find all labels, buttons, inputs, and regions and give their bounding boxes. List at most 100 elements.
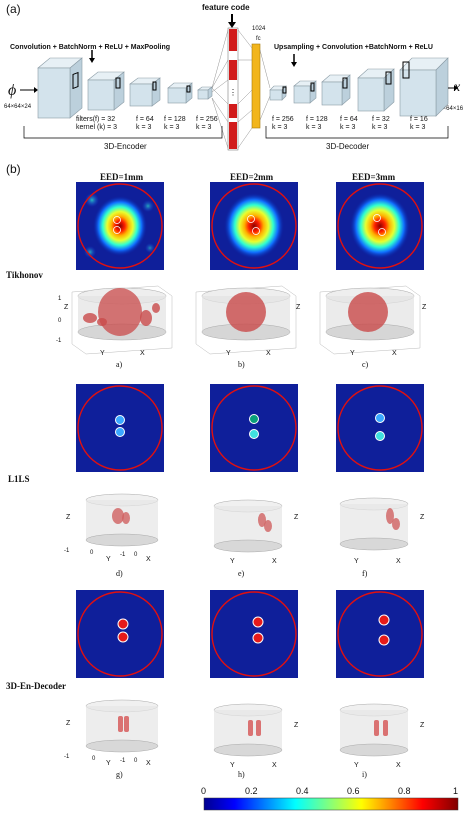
y-tick-mid-d: 0 [90, 550, 94, 556]
axis-z-label-e: Z [294, 514, 299, 521]
colorbar-tick-0.4: 0.4 [296, 786, 309, 796]
axis-z-label-a: Z [64, 304, 69, 311]
axis-z-label-g: Z [66, 720, 71, 727]
decoder-kernel-label-2: k = 3 [306, 124, 322, 131]
feature-code-label: feature code [202, 3, 250, 12]
eed-header-1: EED=1mm [100, 172, 144, 182]
feature-code-vector: ⋮ [227, 27, 239, 151]
panel-b-label: (b) [6, 162, 21, 176]
sublabel-i: i) [362, 770, 367, 779]
decoder-filter-2: f = 128 [306, 116, 328, 123]
output-dims: 64×64×16 [436, 106, 464, 112]
encoder-filter-3: f = 128 [164, 116, 186, 123]
axis-x-label-f: X [396, 558, 401, 565]
encoder-kernel-2 [115, 77, 121, 89]
axis-z-label-f: Z [420, 514, 425, 521]
colorbar-tick-1: 1 [453, 786, 459, 796]
x-tick-left-d: -1 [120, 552, 126, 558]
encoder-header: Convolution + BatchNorm + ReLU + MaxPool… [10, 44, 171, 51]
l1ls-3d-1 [85, 493, 159, 547]
sublabel-d: d) [116, 569, 123, 578]
colorbar-tick-0.8: 0.8 [398, 786, 411, 796]
colorbar-tick-0.6: 0.6 [347, 786, 360, 796]
endecoder-3d-2 [213, 703, 283, 757]
axis-z-label-h: Z [294, 722, 299, 729]
sublabel-f: f) [362, 569, 368, 578]
l1ls-map-1 [76, 384, 164, 472]
l1ls-3d-3 [339, 497, 409, 551]
panel-a-label: (a) [6, 2, 21, 16]
decoder-filter-3: f = 64 [340, 116, 358, 123]
y-tick-mid-g: 0 [92, 756, 96, 762]
encoder-cube-5 [197, 86, 213, 100]
decoder-kernel-label-1: k = 3 [272, 124, 288, 131]
axis-x-label-i: X [396, 762, 401, 769]
fc-size-label: 1024 [252, 26, 266, 32]
encoder-kernel-label-2: k = 3 [136, 124, 152, 131]
eed-header-2: EED=2mm [230, 172, 274, 182]
axis-y-label-g: Y [106, 760, 111, 767]
endecoder-map-2 [210, 590, 298, 678]
decoder-cube-4 [357, 68, 395, 112]
endecoder-map-1 [76, 590, 164, 678]
axis-x-label-h: X [272, 762, 277, 769]
eed-header-3: EED=3mm [352, 172, 396, 182]
axis-x-label-e: X [272, 558, 277, 565]
tikhonov-map-1 [76, 182, 164, 270]
axis-z-label-d: Z [66, 514, 71, 521]
axis-x-label-g: X [146, 760, 151, 767]
y-tick-left-d: -1 [64, 548, 70, 554]
method-label-en-decoder: 3D-En-Decoder [6, 681, 66, 691]
colorbar-tick-0: 0 [201, 786, 207, 796]
axis-z-label-i: Z [420, 722, 425, 729]
axis-y-label-e: Y [230, 558, 235, 565]
decoder-down-arrow [291, 54, 297, 67]
tikhonov-3d-2 [195, 285, 297, 355]
decoder-filter-4: f = 32 [372, 116, 390, 123]
z-tick-mid-a: 0 [58, 318, 62, 324]
sublabel-c: c) [362, 360, 369, 369]
axis-x-label-d: X [146, 556, 151, 563]
encoder-filter-1: filters(f) = 32 [76, 116, 116, 123]
method-label-l1ls: L1LS [8, 474, 30, 484]
decoder-filter-5: f = 16 [410, 116, 428, 123]
decoder-label: 3D-Decoder [326, 142, 370, 151]
colorbar-tick-0.2: 0.2 [245, 786, 258, 796]
axis-x-label-c: X [392, 350, 397, 357]
encoder-kernel-1 [72, 71, 79, 90]
z-tick-bot-a: -1 [56, 338, 62, 344]
x-tick-mid-d: 0 [134, 552, 138, 558]
x-tick-mid-g: 0 [134, 758, 138, 764]
encoder-kernel-4 [186, 85, 191, 93]
tikhonov-3d-1 [71, 285, 173, 355]
encoder-kernel-3 [152, 81, 157, 91]
encoder-fc-connections [211, 29, 229, 149]
axis-y-label-b: Y [226, 350, 231, 357]
axis-y-label-c: Y [350, 350, 355, 357]
decoder-bracket [265, 126, 449, 139]
sublabel-b: b) [238, 360, 245, 369]
tikhonov-3d-3 [319, 285, 421, 355]
endecoder-3d-3 [339, 703, 409, 757]
input-dims: 64×64×24 [4, 104, 32, 110]
input-arrow [20, 87, 38, 93]
decoder-kernel-label-3: k = 3 [340, 124, 356, 131]
encoder-label: 3D-Encoder [104, 142, 147, 151]
endecoder-3d-1 [85, 699, 159, 753]
decoder-kernel-1 [282, 86, 287, 94]
endecoder-map-3 [336, 590, 424, 678]
decoder-kernel-label-4: k = 3 [372, 124, 388, 131]
svg-text:⋮: ⋮ [229, 88, 237, 97]
encoder-cube-4 [167, 82, 193, 104]
decoder-header: Upsampling + Convolution +BatchNorm + Re… [274, 44, 433, 51]
input-symbol: ϕ [8, 82, 17, 99]
tikhonov-map-2 [210, 182, 298, 270]
encoder-kernel-label-4: k = 3 [196, 124, 212, 131]
encoder-down-arrow [89, 50, 95, 63]
fc-decoder-connections [237, 29, 253, 149]
axis-y-label-i: Y [354, 762, 359, 769]
axis-y-label-d: Y [106, 556, 111, 563]
sublabel-a: a) [116, 360, 123, 369]
encoder-filter-4: f = 256 [196, 116, 218, 123]
